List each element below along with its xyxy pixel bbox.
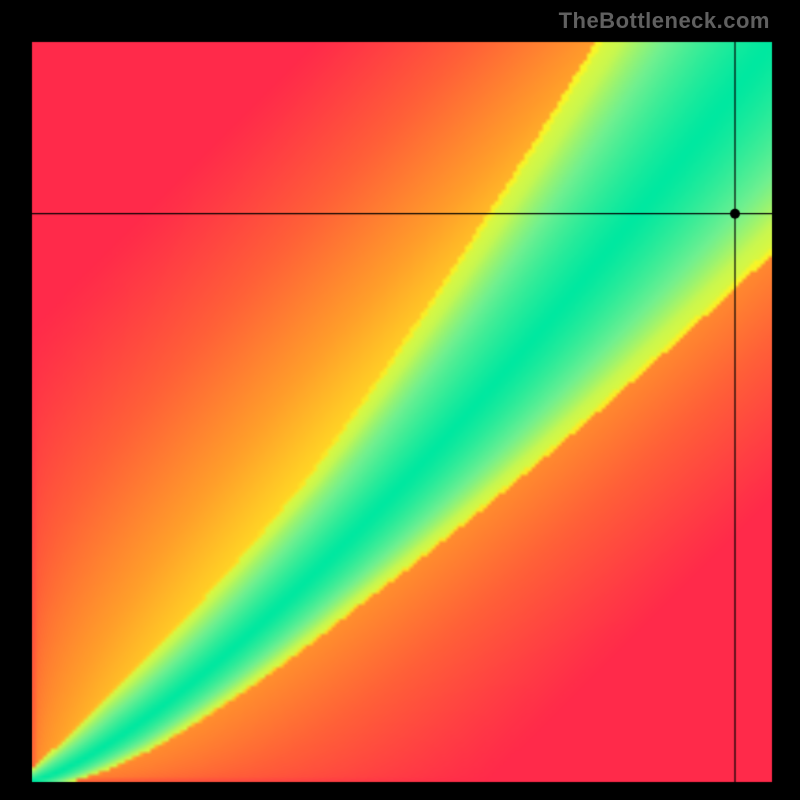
watermark-text: TheBottleneck.com [559,8,770,34]
bottleneck-heatmap [0,0,800,800]
